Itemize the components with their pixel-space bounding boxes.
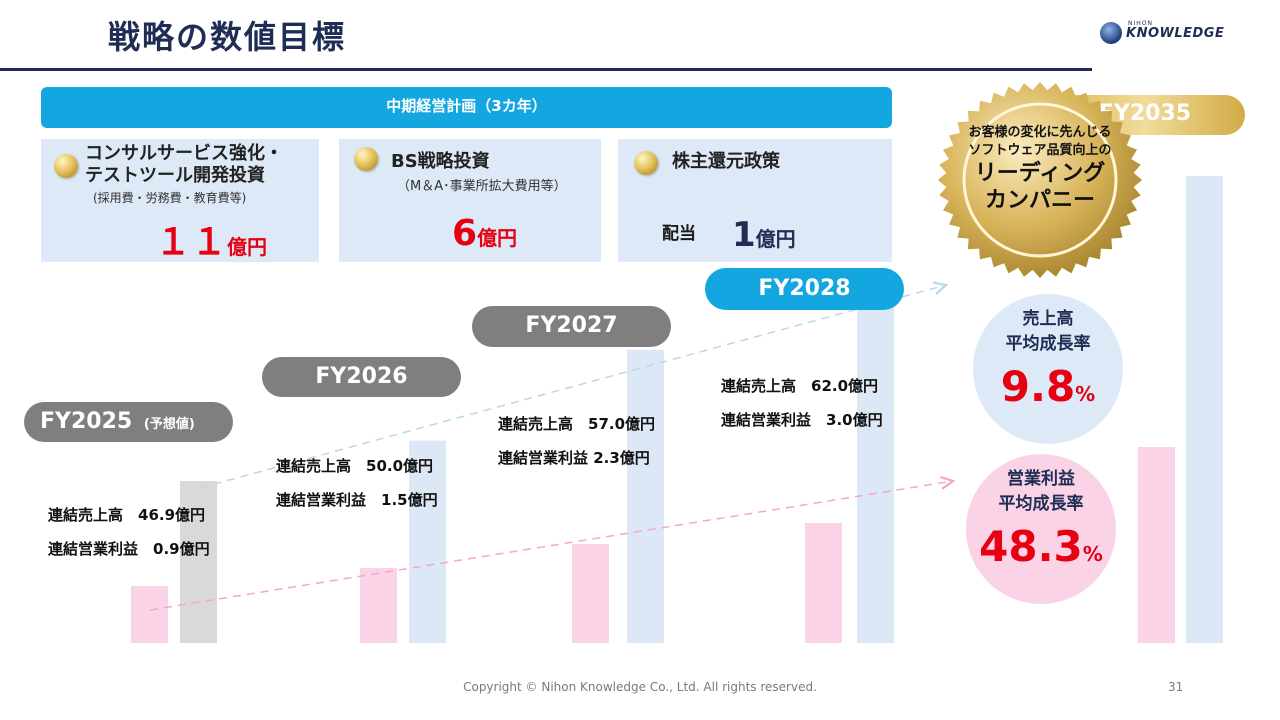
profit-bar-fy2027 bbox=[572, 544, 609, 643]
profit-bar-fy2035 bbox=[1138, 447, 1175, 643]
gold-seal-icon bbox=[938, 82, 1142, 278]
plan-header: 中期経営計画（3カ年） bbox=[41, 87, 892, 128]
logo-small-text: NIHON bbox=[1128, 20, 1153, 27]
sales-bar-fy2026 bbox=[409, 440, 446, 643]
year-label: FY2027 bbox=[525, 313, 618, 338]
metric-sales-fy2025: 連結売上高 46.9億円 bbox=[48, 506, 206, 524]
panel-unit: 億円 bbox=[477, 226, 518, 250]
pill-fy2025: FY2025 (予想値) bbox=[24, 402, 233, 442]
year-label: FY2025 bbox=[40, 409, 133, 434]
badge-line2: ソフトウェア品質向上の bbox=[968, 143, 1112, 158]
panel-prefix: 配当 bbox=[662, 224, 696, 244]
page-title: 戦略の数値目標 bbox=[108, 18, 347, 56]
panel-title-line1: BS戦略投資 bbox=[391, 151, 490, 172]
pill-fy2028: FY2028 bbox=[705, 268, 904, 310]
sales-bar-fy2028 bbox=[857, 284, 894, 643]
profit-growth-label2: 平均成長率 bbox=[998, 494, 1084, 514]
profit-bar-fy2028 bbox=[805, 523, 842, 643]
profit-bar-fy2025 bbox=[131, 586, 168, 643]
copyright-text: Copyright © Nihon Knowledge Co., Ltd. Al… bbox=[463, 680, 817, 694]
panel-amount-group: １１億円 bbox=[155, 213, 267, 265]
title-divider bbox=[0, 68, 1092, 71]
panel-subtitle: （M＆A･事業所拡大費用等） bbox=[397, 179, 567, 194]
profit-growth-unit: % bbox=[1082, 542, 1103, 566]
globe-icon bbox=[1100, 22, 1122, 44]
metric-profit-fy2026: 連結営業利益 1.5億円 bbox=[276, 491, 438, 509]
panel-amount-group: 1億円 bbox=[732, 215, 796, 255]
coin-icon bbox=[354, 147, 378, 171]
profit-bar-fy2026 bbox=[360, 568, 397, 643]
panel-amount: １１ bbox=[155, 222, 228, 263]
profit-growth-value: 48.3 bbox=[979, 522, 1083, 571]
metric-profit-fy2025: 連結営業利益 0.9億円 bbox=[48, 540, 210, 558]
badge-text: お客様の変化に先んじる ソフトウェア品質向上の リーディング カンパニー bbox=[935, 124, 1145, 214]
metric-sales-fy2027: 連結売上高 57.0億円 bbox=[498, 415, 656, 433]
year-note: (予想値) bbox=[143, 417, 195, 432]
panel-unit: 億円 bbox=[227, 235, 268, 259]
coin-icon bbox=[54, 154, 78, 178]
badge-line3: リーディング bbox=[974, 161, 1106, 186]
panel-amount-group: 6億円 bbox=[452, 213, 517, 254]
company-logo: NIHON KNOWLEDGE bbox=[1098, 20, 1258, 46]
year-label: FY2028 bbox=[758, 276, 851, 301]
pill-fy2027: FY2027 bbox=[472, 306, 671, 347]
vision-badge: お客様の変化に先んじる ソフトウェア品質向上の リーディング カンパニー bbox=[935, 80, 1145, 280]
metric-profit-fy2027: 連結営業利益 2.3億円 bbox=[498, 449, 650, 467]
sales-bar-fy2025 bbox=[180, 481, 217, 643]
panel-title-line2: テストツール開発投資 bbox=[85, 165, 265, 186]
profit-growth-label1: 営業利益 bbox=[1007, 469, 1075, 489]
sales-trend-arrow bbox=[199, 285, 946, 489]
logo-main-text: KNOWLEDGE bbox=[1126, 26, 1225, 41]
metric-profit-fy2028: 連結営業利益 3.0億円 bbox=[721, 411, 883, 429]
panel-amount: 1 bbox=[732, 215, 756, 255]
page-number: 31 bbox=[1168, 680, 1184, 694]
plan-panel-shareholder: 株主還元政策 配当 1億円 bbox=[618, 139, 892, 262]
badge-line1: お客様の変化に先んじる bbox=[968, 125, 1112, 140]
panel-title-line1: コンサルサービス強化・ bbox=[85, 143, 283, 164]
badge-line4: カンパニー bbox=[984, 188, 1095, 213]
sales-growth-label1: 売上高 bbox=[1022, 309, 1074, 329]
panel-subtitle: (採用費・労務費・教育費等) bbox=[93, 191, 247, 205]
panel-unit: 億円 bbox=[755, 227, 796, 251]
sales-growth-value: 9.8 bbox=[1000, 362, 1076, 411]
sales-growth-value-group: 9.8% bbox=[973, 362, 1123, 411]
panel-title-line1: 株主還元政策 bbox=[672, 151, 780, 172]
coin-icon bbox=[634, 151, 658, 175]
sales-growth-unit: % bbox=[1075, 382, 1096, 406]
profit-growth-circle: 営業利益 平均成長率 48.3% bbox=[966, 454, 1116, 604]
sales-bar-fy2035 bbox=[1186, 176, 1223, 643]
plan-panel-consulting: コンサルサービス強化・ テストツール開発投資 (採用費・労務費・教育費等) １１… bbox=[41, 139, 319, 265]
profit-trend-arrow bbox=[149, 481, 953, 611]
metric-sales-fy2028: 連結売上高 62.0億円 bbox=[721, 377, 879, 395]
metric-sales-fy2026: 連結売上高 50.0億円 bbox=[276, 457, 434, 475]
pill-fy2026: FY2026 bbox=[262, 357, 461, 397]
sales-growth-label2: 平均成長率 bbox=[1005, 334, 1091, 354]
year-label: FY2026 bbox=[315, 364, 408, 389]
plan-panel-bs-investment: BS戦略投資 （M＆A･事業所拡大費用等） 6億円 bbox=[339, 139, 601, 262]
panel-amount: 6 bbox=[452, 213, 478, 254]
sales-growth-circle: 売上高 平均成長率 9.8% bbox=[973, 294, 1123, 444]
profit-growth-value-group: 48.3% bbox=[966, 522, 1116, 571]
sales-bar-fy2027 bbox=[627, 349, 664, 643]
